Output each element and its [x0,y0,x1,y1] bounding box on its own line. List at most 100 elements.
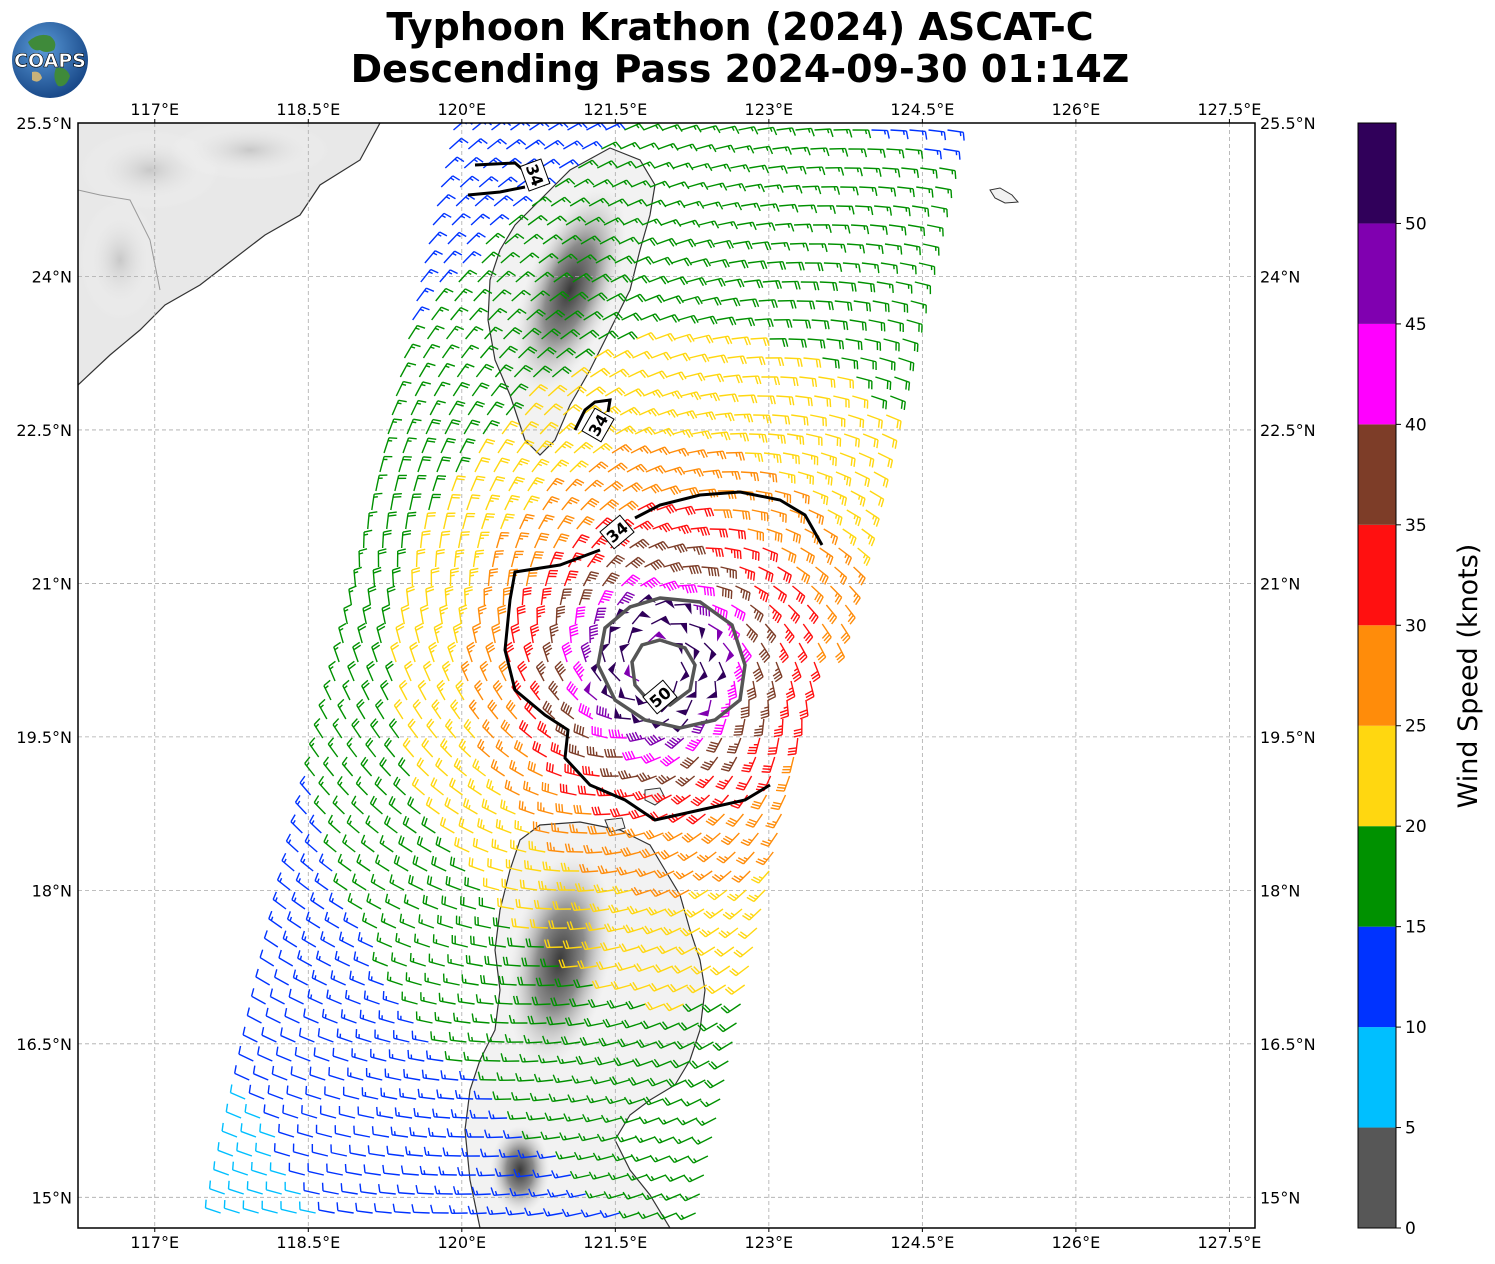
wind-barb [411,1030,429,1043]
wind-barb [729,965,750,977]
wind-barb [298,1027,315,1043]
wind-barb [519,252,540,264]
wind-barb [592,178,614,188]
wind-barb [692,870,713,881]
wind-barb [789,242,809,252]
wind-barb [394,1107,413,1119]
colorbar-bin [1358,123,1396,224]
wind-barb [517,346,538,359]
wind-barb [582,571,599,587]
wind-barb [533,899,553,910]
wind-barb [495,739,510,758]
lon-tick-label: 126°E [1052,100,1101,119]
wind-barb [519,1053,539,1063]
wind-barb [402,737,415,758]
wind-barb [722,202,743,211]
wind-barb [614,707,631,720]
wind-barb [486,1206,506,1216]
wind-barb [824,433,842,447]
wind-barb [551,1170,571,1179]
wind-barb [835,642,846,664]
wind-barb [379,679,389,701]
wind-barb [791,146,811,156]
wind-barb [414,622,424,644]
wind-barb [705,813,725,826]
wind-barb [386,511,397,530]
wind-barb [521,957,540,967]
wind-barb [758,566,774,583]
wind-barb [518,800,535,815]
wind-barb [685,680,697,698]
wind-barb [770,241,791,251]
wind-barb [637,944,659,954]
wind-barb [340,1009,357,1024]
wind-barb [564,310,585,321]
wind-barb [281,852,295,872]
wind-barb [501,420,520,435]
wind-barb [727,355,747,365]
wind-barb [860,357,877,371]
wind-barb [446,325,465,340]
wind-barb [726,451,745,461]
wind-barb [691,1136,713,1145]
wind-barb [735,775,753,791]
wind-barb [658,849,679,860]
wind-barb [623,388,645,397]
wind-barb [552,901,572,910]
wind-barb [550,196,572,207]
wind-barb [762,280,783,290]
wind-barb [451,475,466,492]
wind-barb [355,776,369,796]
wind-barb [535,440,555,454]
wind-barb [463,718,476,739]
wind-barb [505,401,525,416]
wind-barb [514,532,530,549]
colorbar-tick-label: 15 [1405,918,1427,938]
wind-barb [599,499,620,511]
wind-barb [419,1165,438,1176]
wind-barb [814,395,832,408]
wind-barb [575,1055,596,1065]
wind-barb [449,856,466,872]
wind-barb [525,139,546,150]
wind-barb [666,371,687,381]
wind-barb [641,1192,662,1201]
wind-barb [775,775,791,792]
wind-barb [649,888,671,898]
wind-barb [594,349,615,359]
wind-barb [641,483,663,494]
wind-barb [675,699,693,716]
wind-barb [740,832,759,847]
wind-barb [419,530,431,549]
wind-barb [675,505,696,516]
wind-barb [590,367,611,378]
wind-barb [727,680,738,701]
wind-barb [920,167,938,179]
wind-barb [304,756,316,777]
wind-barb [897,186,915,198]
wind-barb [649,1154,671,1163]
wind-barb [787,165,807,175]
wind-barb [542,1035,562,1045]
wind-barb [492,289,512,302]
wind-barb [754,585,769,603]
wind-barb [660,219,682,227]
lon-tick-label: 124.5°E [890,1233,954,1252]
wind-barb [405,972,422,986]
wind-barb [412,855,428,872]
wind-barb [450,1109,470,1119]
wind-barb [492,680,503,701]
wind-barb [498,345,518,359]
wind-barb [390,1126,409,1138]
wind-barb [700,392,721,402]
wind-barb [450,699,461,720]
wind-barb [529,1092,550,1102]
wind-barb [570,902,591,912]
wind-barb [545,762,562,777]
wind-barb [357,931,374,948]
wind-barb [428,231,448,245]
wind-barb [568,998,589,1008]
wind-barb [601,846,622,856]
wind-barb [357,1106,375,1119]
wind-barb [405,585,415,606]
